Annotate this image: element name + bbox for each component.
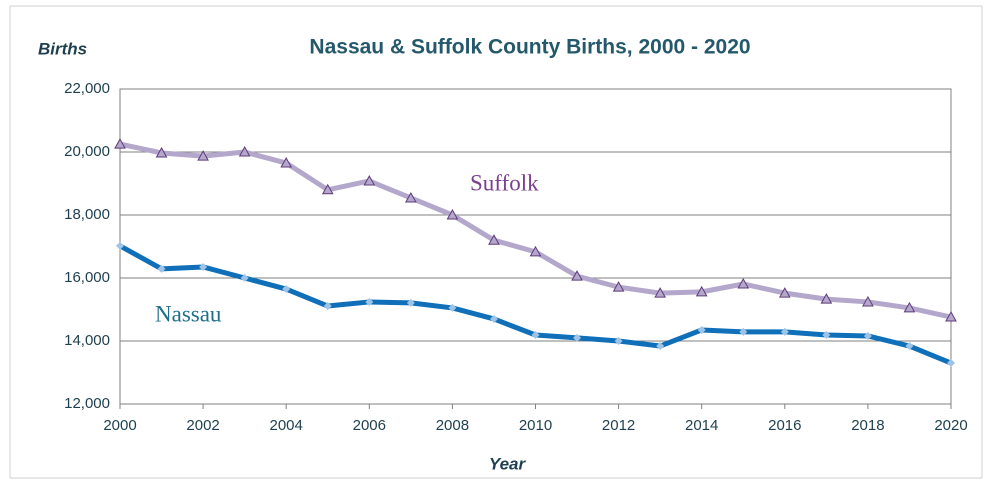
x-tick-label: 2006	[353, 417, 386, 434]
data-point	[697, 325, 706, 334]
series-label: Nassau	[155, 301, 222, 326]
y-tick-label: 18,000	[64, 206, 110, 223]
data-point	[157, 264, 166, 273]
x-tick-label: 2014	[685, 417, 718, 434]
data-point	[199, 262, 208, 271]
y-tick-label: 20,000	[64, 143, 110, 160]
data-point	[529, 245, 542, 257]
data-point	[612, 281, 625, 292]
data-point	[614, 337, 623, 345]
data-point	[405, 191, 417, 203]
data-point	[573, 333, 582, 342]
data-point	[363, 174, 376, 186]
data-point	[947, 359, 955, 368]
y-tick-label: 12,000	[64, 395, 110, 412]
series-label: Suffolk	[470, 170, 539, 195]
data-point	[406, 298, 415, 307]
data-point	[365, 297, 374, 306]
chart-title: Nassau & Suffolk County Births, 2000 - 2…	[309, 36, 750, 59]
data-point	[197, 150, 209, 161]
y-tick-label: 16,000	[64, 269, 110, 286]
data-point	[903, 301, 916, 313]
x-tick-label: 2000	[103, 417, 136, 434]
data-point	[155, 146, 168, 158]
data-point	[654, 287, 666, 298]
data-point	[448, 303, 457, 312]
frame	[9, 5, 983, 479]
data-point	[116, 241, 124, 250]
x-tick-label: 2016	[768, 417, 801, 434]
y-axis-label: Births	[38, 39, 87, 58]
data-point	[739, 327, 748, 336]
y-tick-label: 22,000	[64, 80, 110, 97]
data-point	[282, 285, 291, 294]
x-tick-label: 2020	[934, 417, 967, 434]
data-point	[446, 208, 459, 220]
data-point	[822, 331, 831, 340]
data-point	[695, 285, 708, 297]
x-tick-label: 2008	[436, 417, 469, 434]
data-point	[321, 183, 334, 195]
data-point	[656, 342, 665, 351]
data-point	[323, 302, 332, 311]
data-point	[737, 277, 750, 289]
x-tick-label: 2002	[186, 417, 219, 434]
data-point	[240, 274, 249, 282]
y-tick-label: 14,000	[64, 332, 110, 349]
data-point	[280, 156, 293, 168]
data-point	[945, 311, 957, 322]
data-point	[489, 314, 498, 323]
data-point	[778, 287, 791, 298]
data-point	[862, 295, 874, 307]
x-tick-label: 2004	[270, 417, 303, 434]
data-point	[820, 293, 833, 304]
data-point	[531, 331, 540, 340]
x-tick-label: 2018	[851, 417, 884, 434]
series-line	[118, 243, 952, 366]
x-tick-label: 2012	[602, 417, 635, 434]
x-axis-label: Year	[489, 454, 527, 473]
data-point	[571, 270, 583, 281]
data-point	[780, 327, 789, 336]
data-point	[863, 331, 872, 340]
data-point	[488, 234, 500, 245]
data-point	[238, 145, 251, 157]
data-point	[114, 138, 126, 149]
data-point	[905, 342, 914, 351]
x-tick-label: 2010	[519, 417, 552, 434]
